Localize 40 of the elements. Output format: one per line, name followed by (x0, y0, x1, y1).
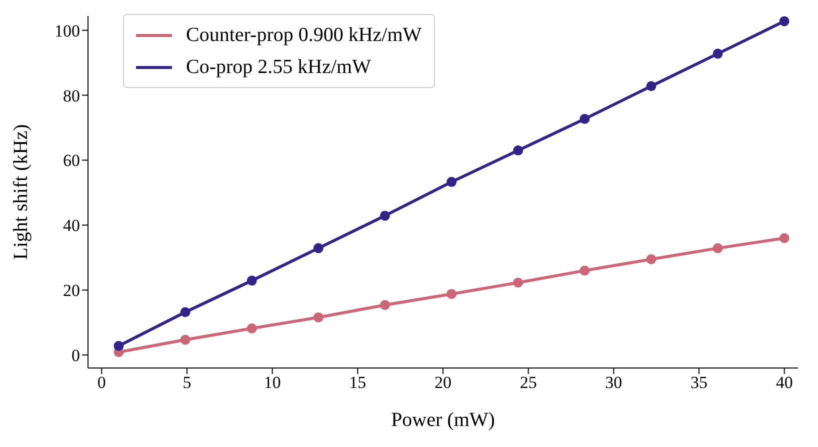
point (712, 243, 723, 254)
x-tick-label: 30 (605, 373, 622, 392)
legend-label: Co-prop 2.55 kHz/mW (186, 55, 371, 80)
point (646, 254, 656, 264)
point (313, 312, 324, 322)
point (580, 114, 590, 124)
point (313, 243, 324, 254)
point (180, 334, 190, 345)
x-tick-label: 10 (264, 373, 281, 392)
y-tick-label: 40 (63, 216, 80, 236)
legend-label: Counter-prop 0.900 kHz/mW (186, 23, 422, 48)
x-tick-label: 20 (434, 373, 452, 392)
x-tick-label: 40 (776, 373, 793, 392)
point (513, 278, 524, 288)
point (380, 300, 390, 310)
point (380, 210, 390, 221)
point (580, 266, 590, 276)
y-tick-label: 0 (72, 346, 80, 366)
x-axis-title: Power (mW) (391, 409, 495, 431)
point (513, 145, 524, 156)
y-tick-label: 20 (63, 281, 80, 300)
y-tick-label: 100 (54, 21, 80, 40)
point (712, 48, 723, 59)
x-tick-label: 5 (182, 373, 192, 392)
y-tick-label: 60 (63, 151, 80, 170)
point (114, 340, 124, 351)
point (246, 276, 257, 286)
y-tick-label: 80 (63, 86, 80, 106)
x-tick-label: 15 (349, 373, 366, 392)
point (446, 288, 457, 299)
point (779, 16, 790, 26)
x-tick-label: 25 (520, 373, 537, 392)
x-tick-label: 0 (97, 373, 106, 392)
point (246, 323, 257, 334)
point (446, 176, 457, 187)
point (646, 81, 656, 92)
x-tick-label: 35 (690, 373, 708, 392)
y-axis-title: Light shift (kHz) (10, 124, 32, 260)
point (779, 233, 790, 244)
point (180, 307, 190, 318)
